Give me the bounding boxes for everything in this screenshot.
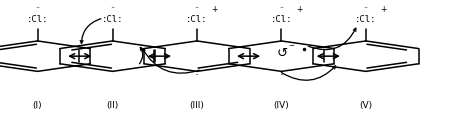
Text: :Cl:: :Cl: <box>186 15 208 24</box>
Text: ··: ·· <box>110 4 115 13</box>
Text: ··: ·· <box>279 4 284 13</box>
Text: ··: ·· <box>363 4 369 13</box>
Text: ··: ·· <box>195 72 199 80</box>
Text: ··: ·· <box>35 4 40 13</box>
Text: :Cl:: :Cl: <box>102 15 123 24</box>
Text: (V): (V) <box>359 101 372 110</box>
Text: (IV): (IV) <box>273 101 289 110</box>
Text: (III): (III) <box>189 101 204 110</box>
Text: :Cl:: :Cl: <box>271 15 292 24</box>
Text: $^{-}$: $^{-}$ <box>288 44 295 54</box>
Text: (I): (I) <box>33 101 42 110</box>
Text: :Cl:: :Cl: <box>27 15 48 24</box>
Text: +: + <box>296 5 303 14</box>
Text: +: + <box>380 5 387 14</box>
Text: (II): (II) <box>106 101 119 110</box>
Text: $\circlearrowleft$: $\circlearrowleft$ <box>274 47 289 60</box>
Text: :Cl:: :Cl: <box>355 15 377 24</box>
Text: ··: ·· <box>194 4 200 13</box>
Text: ··: ·· <box>279 72 284 80</box>
Text: +: + <box>212 5 218 14</box>
